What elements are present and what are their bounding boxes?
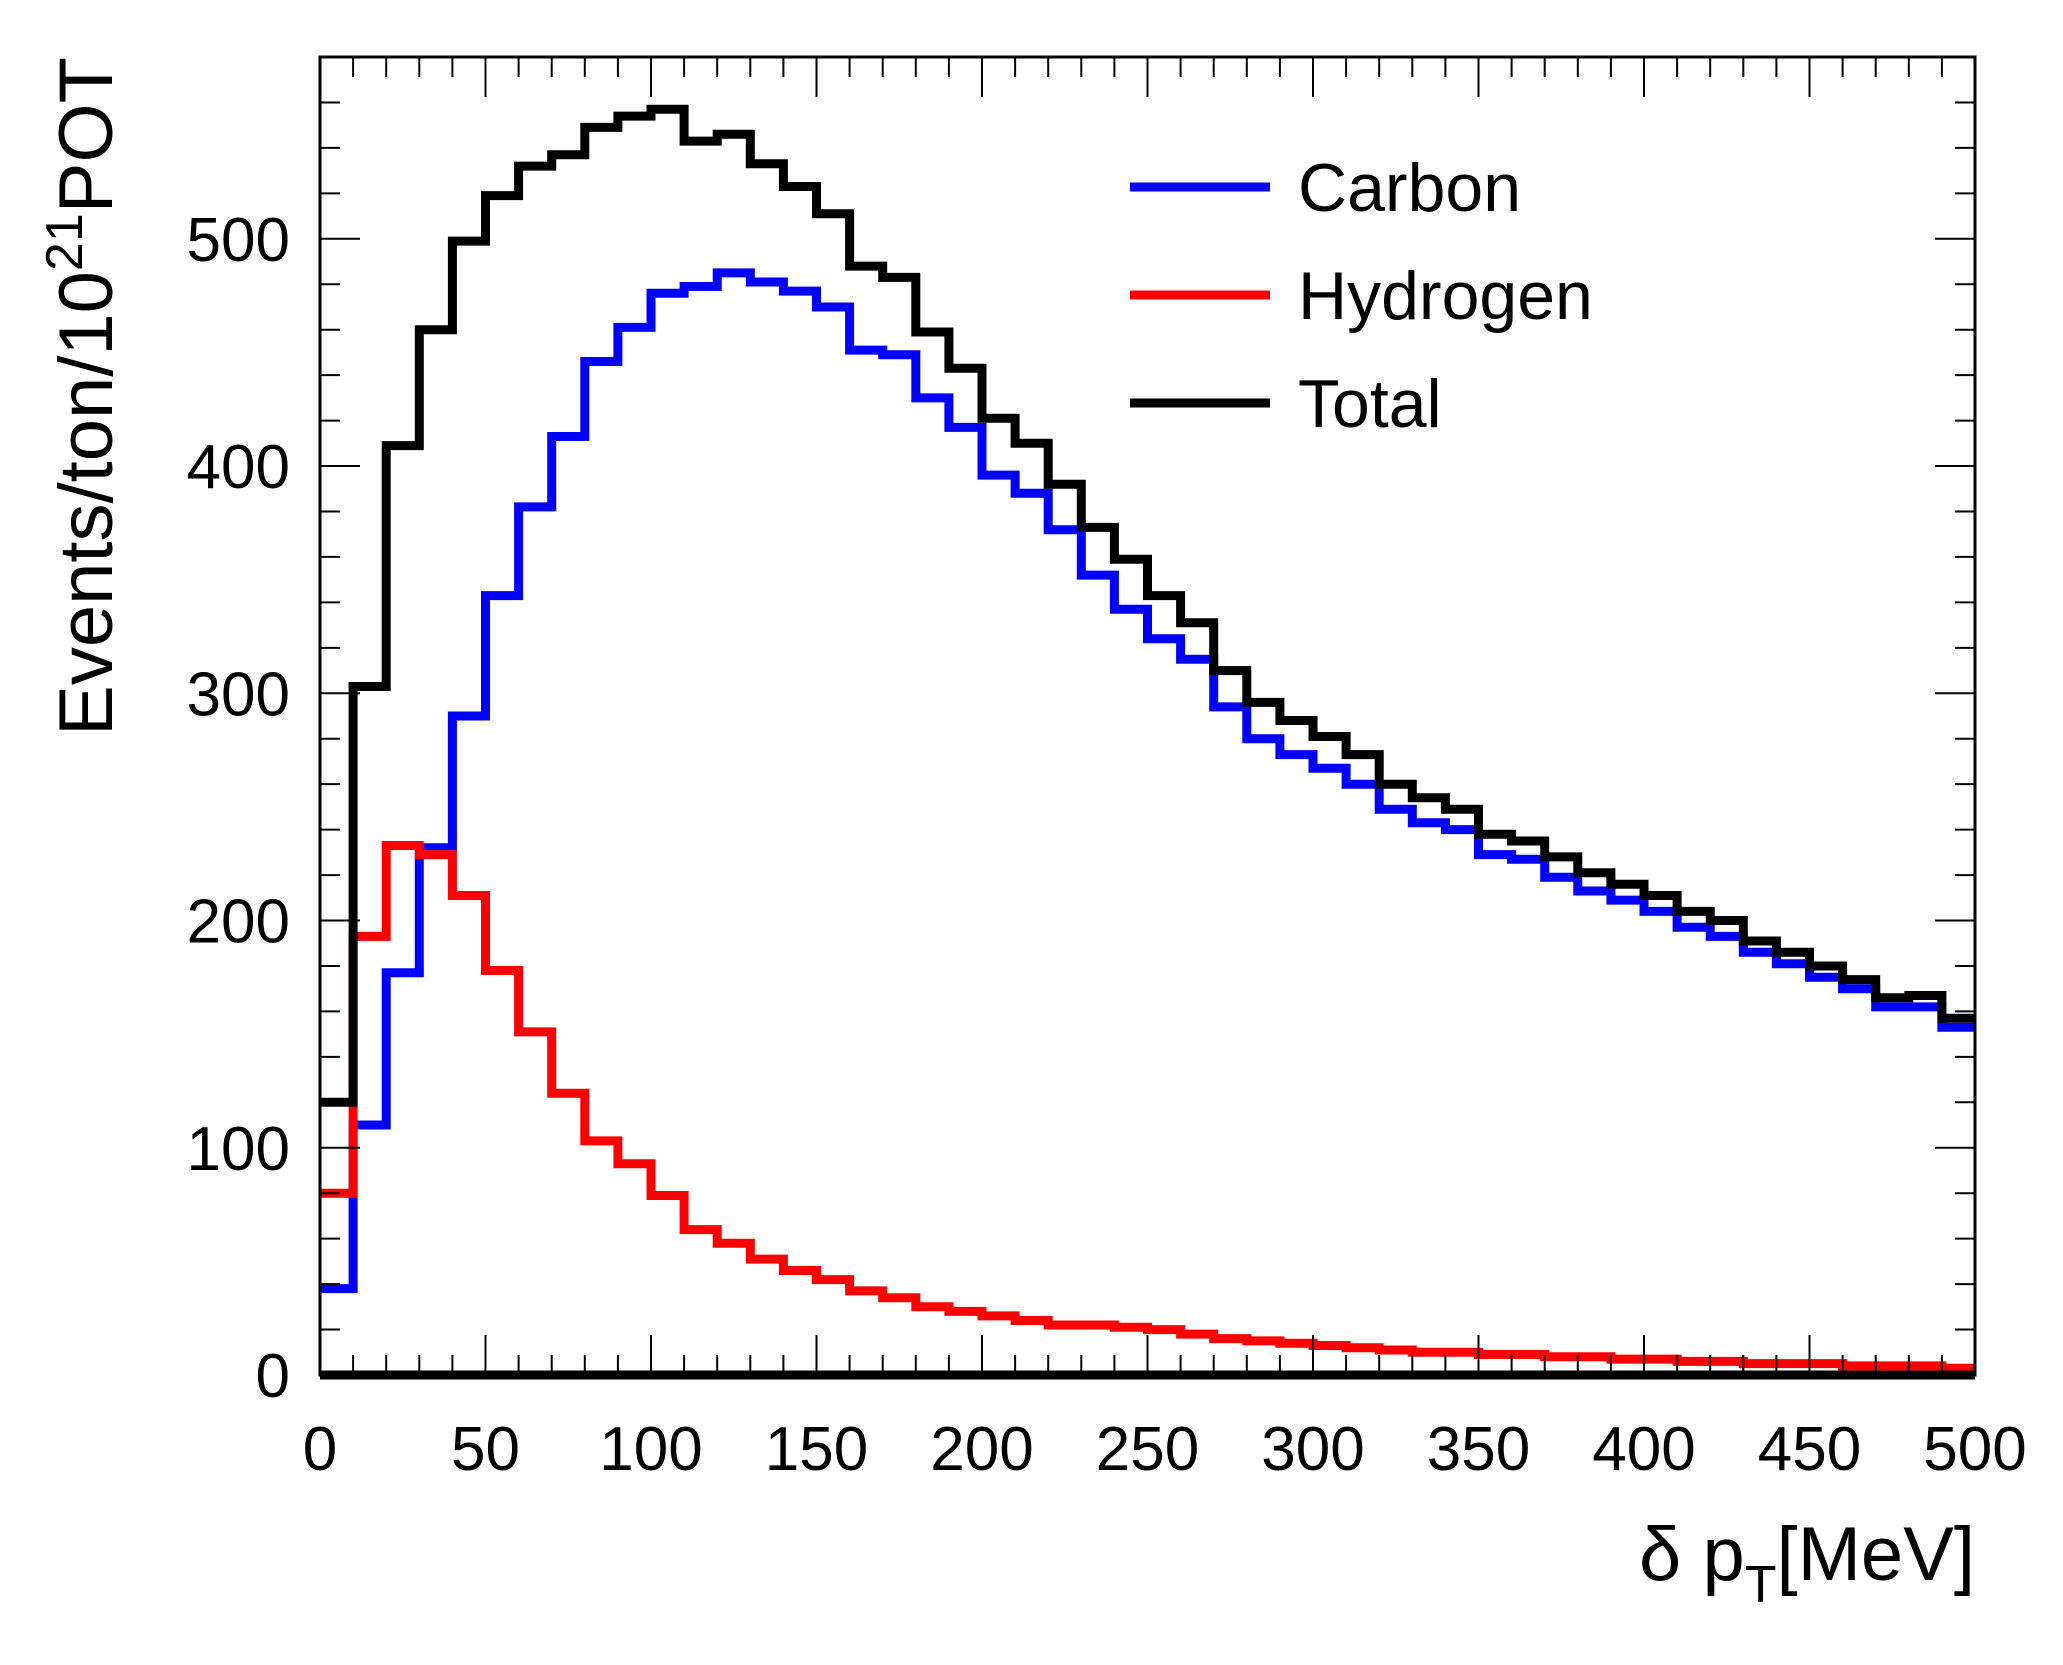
x-tick-label: 350 [1427,1415,1530,1484]
series-line-carbon [320,268,1975,1294]
y-tick-label: 100 [187,1115,290,1184]
x-tick-label: 450 [1758,1415,1861,1484]
axis-ticks [319,56,1976,1376]
x-tick-label: 300 [1261,1415,1364,1484]
tick-labels: 0 50 100 150 200 250 300 350 400 450 500 0 100 200 300… [187,206,2027,1484]
x-tick-label: 50 [451,1415,520,1484]
x-tick-label: 200 [930,1415,1033,1484]
x-tick-label: 250 [1096,1415,1199,1484]
x-tick-label: 150 [765,1415,868,1484]
y-tick-label: 200 [187,888,290,957]
x-tick-label: 500 [1923,1415,2026,1484]
x-tick-label: 400 [1592,1415,1695,1484]
y-tick-label: 500 [187,206,290,275]
series-line-hydrogen [320,841,1975,1373]
y-axis-title: Events/ton/1021POT [36,57,129,736]
plot-frame [318,55,1977,1377]
series-line-total [320,104,1975,1107]
x-axis-title: δ pT[MeV] [1639,1512,1975,1614]
x-tick-label: 0 [303,1415,337,1484]
legend-label-total: Total [1298,366,1442,442]
legend-label-carbon: Carbon [1298,150,1521,226]
y-tick-label: 0 [256,1342,290,1411]
y-tick-label: 300 [187,660,290,729]
x-tick-label: 100 [599,1415,702,1484]
legend: Carbon Hydrogen Total [1130,150,1593,442]
y-tick-label: 400 [187,433,290,502]
legend-label-hydrogen: Hydrogen [1298,258,1593,334]
